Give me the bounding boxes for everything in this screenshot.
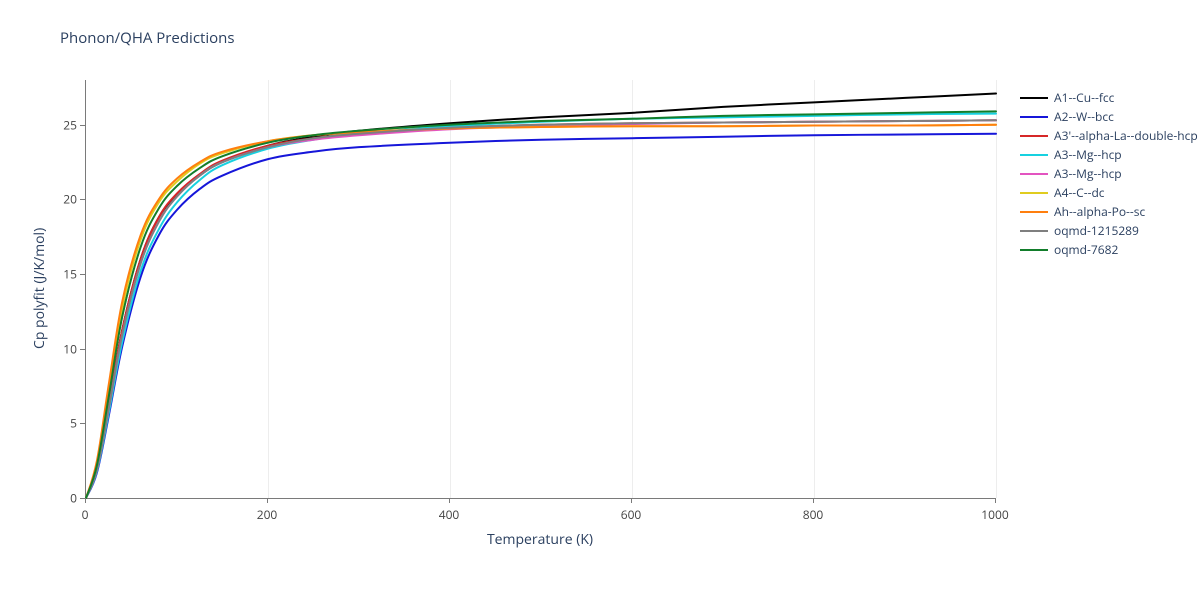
gridline — [996, 80, 997, 498]
x-tick-label: 600 — [621, 506, 642, 523]
legend-swatch — [1020, 154, 1048, 156]
x-tick-label: 0 — [82, 506, 89, 523]
y-tick-label: 15 — [55, 266, 77, 283]
legend-label: A3--Mg--hcp — [1054, 165, 1122, 182]
tick-mark — [631, 498, 632, 503]
legend-item[interactable]: A2--W--bcc — [1020, 107, 1198, 126]
y-tick-label: 20 — [55, 191, 77, 208]
legend-swatch — [1020, 116, 1048, 118]
legend-swatch — [1020, 249, 1048, 251]
y-axis-label: Cp polyfit (J/K/mol) — [30, 228, 49, 349]
legend-label: A3'--alpha-La--double-hcp — [1054, 127, 1198, 144]
legend-swatch — [1020, 230, 1048, 232]
legend-swatch — [1020, 135, 1048, 137]
tick-mark — [813, 498, 814, 503]
series-line[interactable] — [86, 125, 996, 498]
series-line[interactable] — [86, 120, 996, 498]
series-line[interactable] — [86, 125, 996, 498]
legend-item[interactable]: A4--C--dc — [1020, 183, 1198, 202]
legend-label: Ah--alpha-Po--sc — [1054, 203, 1145, 220]
chart-title: Phonon/QHA Predictions — [60, 28, 235, 48]
tick-mark — [85, 498, 86, 503]
legend-label: oqmd-7682 — [1054, 241, 1118, 258]
x-tick-label: 1000 — [981, 506, 1008, 523]
legend-item[interactable]: A1--Cu--fcc — [1020, 88, 1198, 107]
x-axis-label: Temperature (K) — [85, 530, 995, 549]
legend-item[interactable]: oqmd-7682 — [1020, 240, 1198, 259]
legend-swatch — [1020, 97, 1048, 99]
y-tick-label: 10 — [55, 340, 77, 357]
legend-label: A1--Cu--fcc — [1054, 89, 1114, 106]
legend-label: A3--Mg--hcp — [1054, 146, 1122, 163]
legend-item[interactable]: A3'--alpha-La--double-hcp — [1020, 126, 1198, 145]
series-layer — [86, 80, 996, 498]
tick-mark — [449, 498, 450, 503]
x-tick-label: 400 — [439, 506, 460, 523]
tick-mark — [80, 349, 85, 350]
tick-mark — [80, 423, 85, 424]
series-line[interactable] — [86, 111, 996, 498]
x-tick-label: 200 — [257, 506, 278, 523]
legend-label: A4--C--dc — [1054, 184, 1105, 201]
tick-mark — [267, 498, 268, 503]
chart-frame: Phonon/QHA Predictions Temperature (K) C… — [0, 0, 1200, 600]
tick-mark — [80, 274, 85, 275]
series-line[interactable] — [86, 134, 996, 498]
legend-label: oqmd-1215289 — [1054, 222, 1139, 239]
tick-mark — [80, 125, 85, 126]
y-tick-label: 0 — [55, 490, 77, 507]
tick-mark — [995, 498, 996, 503]
legend-label: A2--W--bcc — [1054, 108, 1114, 125]
legend-item[interactable]: oqmd-1215289 — [1020, 221, 1198, 240]
series-line[interactable] — [86, 114, 996, 498]
legend-item[interactable]: Ah--alpha-Po--sc — [1020, 202, 1198, 221]
tick-mark — [80, 498, 85, 499]
legend-swatch — [1020, 173, 1048, 175]
legend-item[interactable]: A3--Mg--hcp — [1020, 145, 1198, 164]
legend-swatch — [1020, 211, 1048, 213]
x-tick-label: 800 — [803, 506, 824, 523]
legend-item[interactable]: A3--Mg--hcp — [1020, 164, 1198, 183]
legend[interactable]: A1--Cu--fcc A2--W--bcc A3'--alpha-La--doub… — [1020, 88, 1198, 259]
y-tick-label: 5 — [55, 415, 77, 432]
series-line[interactable] — [86, 120, 996, 498]
y-tick-label: 25 — [55, 116, 77, 133]
legend-swatch — [1020, 192, 1048, 194]
tick-mark — [80, 199, 85, 200]
plot-area[interactable] — [85, 80, 996, 499]
series-line[interactable] — [86, 120, 996, 498]
